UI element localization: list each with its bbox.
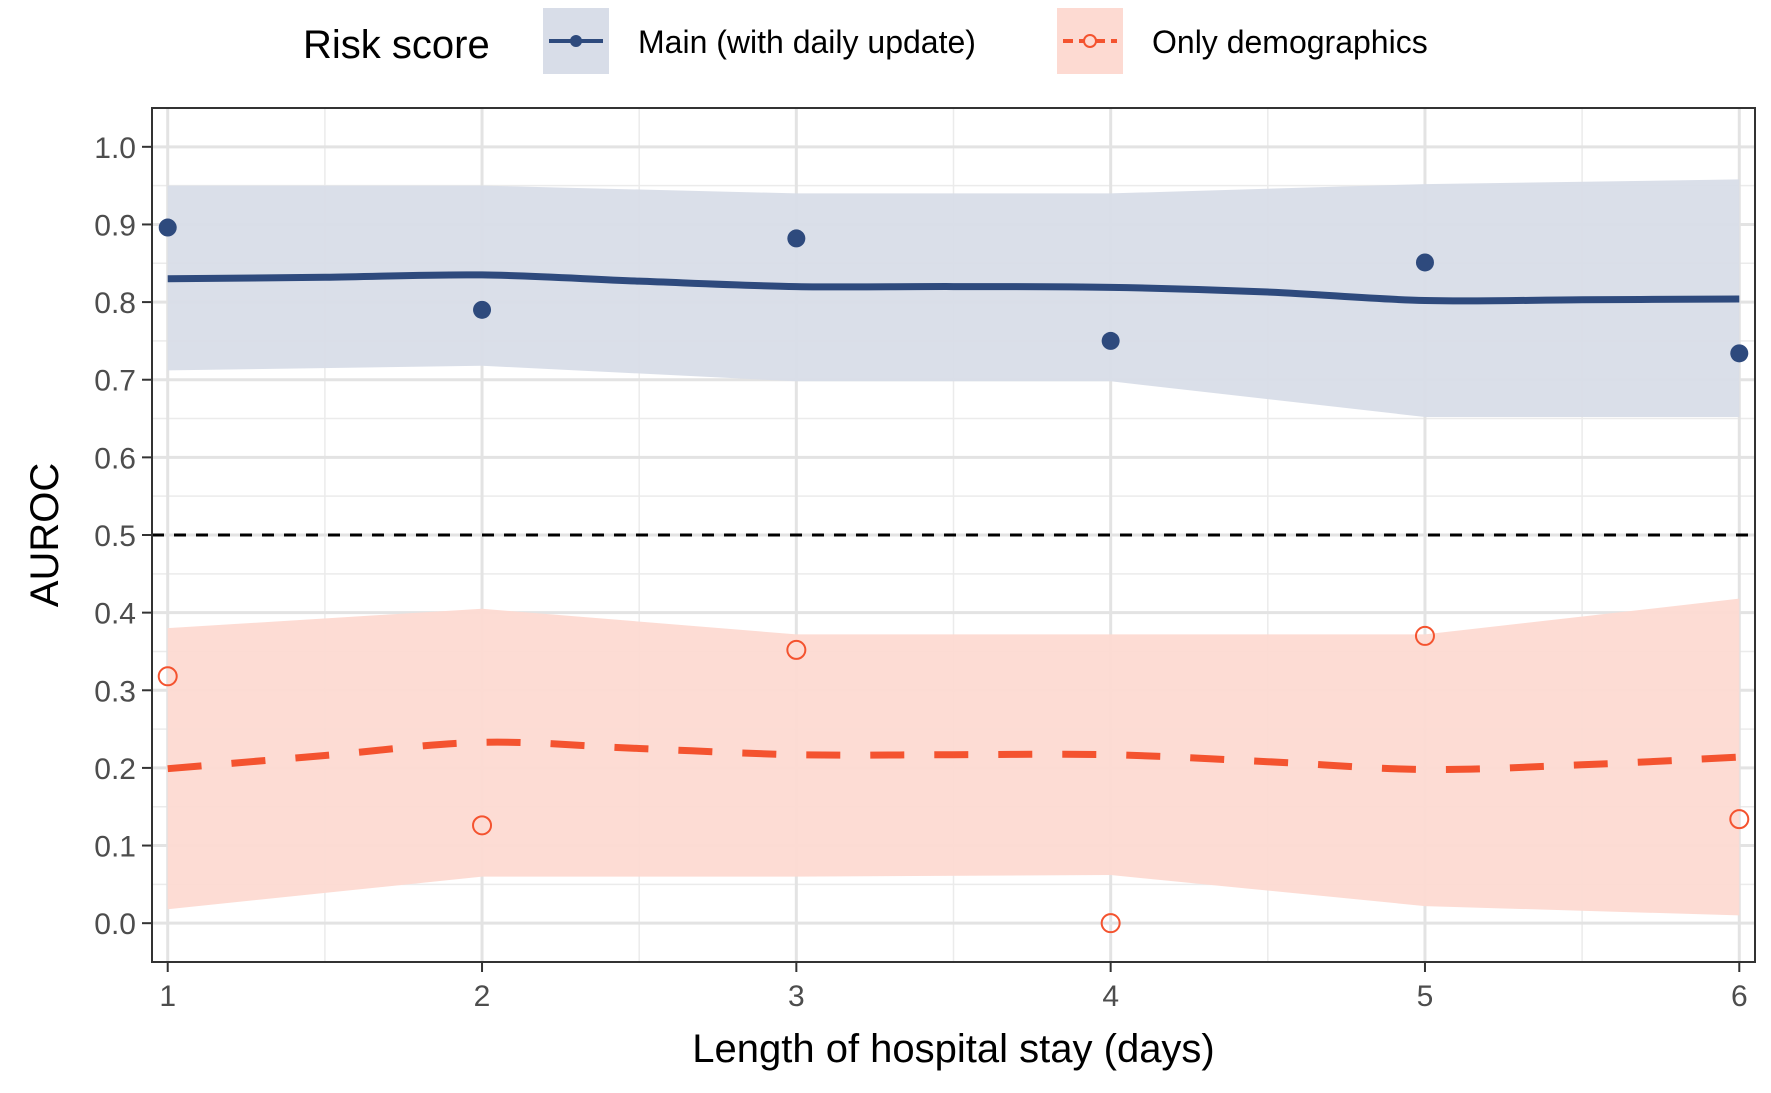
y-tick-label: 1.0 [94, 132, 136, 165]
x-tick-label: 3 [788, 980, 805, 1013]
y-tick-label: 0.7 [94, 365, 136, 398]
legend-item-series-2: Only demographics [1057, 8, 1428, 74]
y-tick-label: 0.1 [94, 831, 136, 864]
y-axis-ticks: 0.0 0.1 0.2 0.3 0.4 0.5 0.6 0.7 0.8 0.9 1.0 [94, 132, 152, 941]
data-point-series-2 [786, 639, 807, 660]
x-tick-label: 6 [1731, 980, 1748, 1013]
y-tick-label: 0.6 [94, 442, 136, 475]
data-point-series-2 [157, 666, 178, 687]
data-point-series-1 [787, 229, 806, 248]
data-points [157, 218, 1750, 934]
legend-item-series-1: Main (with daily update) [543, 8, 976, 74]
data-point-series-1 [1415, 253, 1434, 272]
legend: Risk score Main (with daily update) Only … [303, 8, 1428, 74]
y-axis-title: AUROC [23, 463, 67, 607]
y-tick-label: 0.3 [94, 675, 136, 708]
fit-line-series-2 [167, 738, 1740, 774]
y-tick-label: 0.4 [94, 598, 136, 631]
data-point-series-1 [473, 300, 492, 319]
y-tick-label: 0.9 [94, 209, 136, 242]
legend-title: Risk score [303, 23, 490, 67]
legend-key-marker [1083, 34, 1097, 48]
data-point-series-2 [1414, 625, 1435, 646]
legend-label: Only demographics [1152, 24, 1428, 60]
x-axis-title: Length of hospital stay (days) [692, 1027, 1215, 1071]
confidence-band-series-1 [167, 179, 1740, 417]
x-tick-label: 1 [159, 980, 176, 1013]
x-tick-label: 2 [474, 980, 491, 1013]
y-tick-label: 0.5 [94, 520, 136, 553]
legend-label: Main (with daily update) [638, 24, 976, 60]
legend-key-marker [570, 35, 582, 47]
x-tick-label: 4 [1102, 980, 1119, 1013]
y-tick-label: 0.0 [94, 908, 136, 941]
data-point-series-1 [1730, 344, 1749, 363]
x-axis-ticks: 1 2 3 4 5 6 [159, 962, 1748, 1013]
x-tick-label: 5 [1417, 980, 1434, 1013]
y-tick-label: 0.2 [94, 753, 136, 786]
fit-line-series-1 [167, 271, 1740, 305]
fit-lines [167, 271, 1740, 774]
data-point-series-2 [1729, 809, 1750, 830]
y-tick-label: 0.8 [94, 287, 136, 320]
data-point-series-1 [158, 218, 177, 237]
data-point-series-1 [1101, 331, 1120, 350]
data-point-series-2 [1100, 913, 1121, 934]
data-point-series-2 [472, 815, 493, 836]
